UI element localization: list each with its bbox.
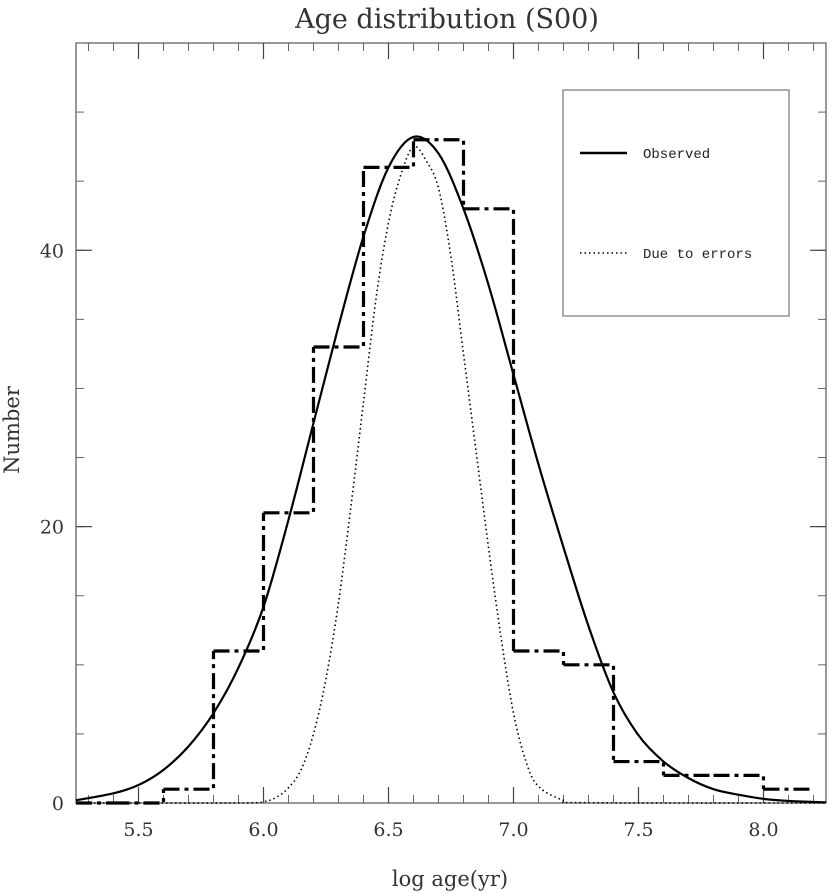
observed-curve (75, 135, 827, 804)
legend-label: Observed (643, 147, 710, 163)
histogram-bin (613, 759, 666, 776)
curves (75, 135, 827, 804)
legend-box (562, 89, 790, 317)
y-tick-label: 20 (40, 517, 64, 539)
x-tick-label: 5.5 (123, 819, 153, 841)
legend: Observed Due to errors (562, 89, 790, 317)
histogram-bin (563, 663, 616, 762)
histogram-bin (513, 649, 566, 665)
plot-frame (75, 42, 827, 804)
minor-ticks (76, 42, 826, 803)
errors-curve (75, 145, 827, 804)
x-tick-label: 6.5 (373, 819, 403, 841)
histogram-bin (463, 207, 516, 651)
histogram-bin (363, 139, 416, 169)
x-axis-label: log age(yr) (392, 867, 508, 891)
histogram-bin (213, 512, 266, 653)
x-tick-label: 8.0 (748, 819, 778, 841)
x-tick-labels: 5.5 6.0 6.5 7.0 7.5 8.0 (123, 819, 778, 841)
legend-label: Due to errors (643, 247, 752, 263)
histogram-bin (263, 347, 316, 515)
chart-title: Age distribution (S00) (294, 4, 599, 35)
x-tick-label: 7.0 (498, 819, 528, 841)
histogram-bin (313, 167, 366, 349)
histogram-bin (163, 651, 216, 791)
histogram (76, 138, 814, 805)
histogram-bin (713, 773, 766, 790)
y-tick-labels: 0 20 40 (40, 240, 64, 815)
y-axis-label: Number (0, 385, 24, 474)
y-tick-label: 40 (40, 240, 64, 262)
y-tick-label: 0 (52, 793, 64, 815)
x-tick-label: 7.5 (623, 819, 653, 841)
histogram-bin (413, 138, 466, 209)
major-ticks (76, 43, 826, 804)
x-tick-label: 6.0 (248, 819, 278, 841)
